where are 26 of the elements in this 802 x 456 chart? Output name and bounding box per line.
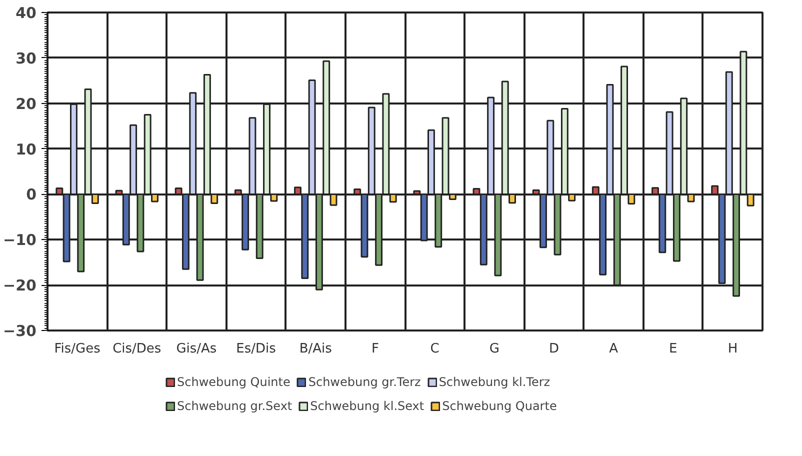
x-tick-label: B/Ais xyxy=(299,342,332,356)
y-tick-label: 0 xyxy=(26,186,36,204)
x-tick-label: A xyxy=(609,342,618,356)
x-tick-label: G xyxy=(489,342,500,356)
x-tick-label: H xyxy=(728,342,738,356)
legend-label: Schwebung gr.Sext xyxy=(177,399,292,413)
x-tick-label: D xyxy=(548,342,559,356)
x-tick-label: Fis/Ges xyxy=(54,342,101,356)
legend-label: Schwebung gr.Terz xyxy=(308,375,421,389)
legend-label: Schwebung kl.Terz xyxy=(438,375,550,389)
y-tick-label: −20 xyxy=(3,276,37,295)
x-tick-label: F xyxy=(371,342,379,356)
x-tick-label: C xyxy=(430,342,440,356)
x-tick-label: Gis/As xyxy=(176,342,217,356)
y-tick-label: 20 xyxy=(16,94,36,113)
x-tick-label: Es/Dis xyxy=(236,342,276,356)
y-tick-label: 30 xyxy=(16,49,36,68)
x-tick-label: Cis/Des xyxy=(112,342,162,356)
legend-label: Schwebung kl.Sext xyxy=(310,399,424,413)
legend-label: Schwebung Quarte xyxy=(442,399,557,413)
legend-label: Schwebung Quinte xyxy=(177,375,290,389)
y-tick-label: −10 xyxy=(3,231,37,250)
x-tick-label: E xyxy=(669,342,678,356)
y-tick-label: −30 xyxy=(3,322,37,340)
y-tick-label: 40 xyxy=(16,4,36,22)
y-tick-label: 10 xyxy=(16,140,36,158)
